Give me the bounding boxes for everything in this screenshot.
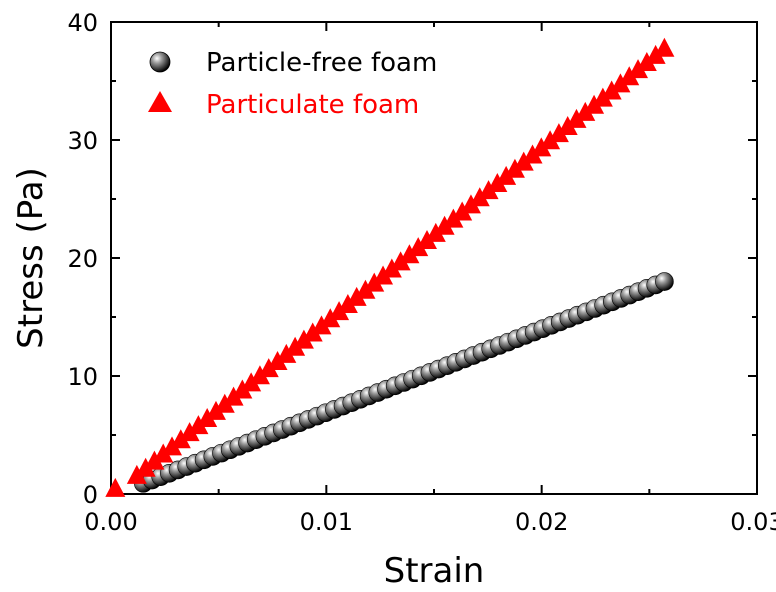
particulate-point <box>126 464 147 484</box>
y-tick-label: 30 <box>67 127 98 155</box>
particulate-point <box>153 443 174 463</box>
y-tick-label: 20 <box>67 245 98 273</box>
particulate-point <box>557 116 578 136</box>
legend-label-particulate: Particulate foam <box>206 90 419 120</box>
data-marks <box>105 37 675 497</box>
particulate-point <box>214 393 235 413</box>
particle-free-point <box>655 272 674 291</box>
particulate-point <box>592 87 613 107</box>
particulate-point <box>293 329 314 349</box>
particulate-point <box>285 336 306 356</box>
particulate-point <box>504 158 525 178</box>
particulate-point <box>522 144 543 164</box>
y-axis-title: Stress (Pa) <box>11 167 51 349</box>
particulate-point <box>487 173 508 193</box>
particulate-point <box>636 51 657 71</box>
particulate-point <box>135 457 156 477</box>
particulate-point <box>144 450 165 470</box>
particulate-point <box>381 258 402 278</box>
particulate-point <box>566 108 587 128</box>
x-tick-label: 0.00 <box>84 508 137 536</box>
particulate-point <box>531 137 552 157</box>
particulate-point <box>584 94 605 114</box>
particulate-point <box>513 151 534 171</box>
particulate-point <box>443 208 464 228</box>
legend-label-particle-free: Particle-free foam <box>206 48 437 78</box>
y-tick-label: 10 <box>67 363 98 391</box>
legend-marker-particulate <box>148 91 172 112</box>
particulate-point <box>223 386 244 406</box>
particulate-point <box>434 215 455 235</box>
particulate-point <box>373 265 394 285</box>
particulate-point <box>628 59 649 79</box>
particulate-point <box>355 279 376 299</box>
particulate-point <box>478 180 499 200</box>
particulate-point <box>346 286 367 306</box>
particulate-point <box>162 436 183 456</box>
particulate-point <box>302 322 323 342</box>
particulate-point <box>258 358 279 378</box>
particulate-point <box>548 123 569 143</box>
particulate-point <box>469 187 490 207</box>
particulate-point <box>105 477 126 497</box>
x-tick-label: 0.01 <box>300 508 353 536</box>
particulate-point <box>452 201 473 221</box>
particulate-point <box>179 422 200 442</box>
particulate-point <box>267 350 288 370</box>
particulate-point <box>575 101 596 121</box>
particulate-point <box>619 66 640 86</box>
legend-marker-particle-free <box>149 51 171 73</box>
particulate-point <box>460 194 481 214</box>
particulate-point <box>601 80 622 100</box>
y-tick-label: 0 <box>83 481 98 509</box>
particulate-point <box>610 73 631 93</box>
particulate-point <box>417 229 438 249</box>
particulate-point <box>276 343 297 363</box>
y-tick-label: 40 <box>67 9 98 37</box>
x-tick-label: 0.03 <box>730 508 776 536</box>
x-tick-label: 0.02 <box>515 508 568 536</box>
particulate-point <box>329 301 350 321</box>
particulate-point <box>425 222 446 242</box>
axis-ticks <box>110 21 758 495</box>
particulate-point <box>364 272 385 292</box>
legend: Particle-free foam Particulate foam <box>148 48 437 120</box>
particulate-point <box>320 308 341 328</box>
particulate-point <box>311 315 332 335</box>
particulate-point <box>249 365 270 385</box>
particulate-point <box>170 429 191 449</box>
particulate-point <box>232 379 253 399</box>
tick-labels: 0.00 0.01 0.02 0.03 0 10 20 30 40 <box>67 9 776 536</box>
particulate-point <box>399 244 420 264</box>
particulate-point <box>540 130 561 150</box>
particulate-point <box>645 44 666 64</box>
particulate-point <box>197 407 218 427</box>
particulate-point <box>188 415 209 435</box>
particulate-point <box>241 372 262 392</box>
particulate-point <box>654 37 675 57</box>
particulate-point <box>408 237 429 257</box>
particulate-point <box>496 165 517 185</box>
x-axis-title: Strain <box>384 551 485 591</box>
particulate-point <box>390 251 411 271</box>
particulate-point <box>205 400 226 420</box>
particulate-point <box>337 294 358 314</box>
